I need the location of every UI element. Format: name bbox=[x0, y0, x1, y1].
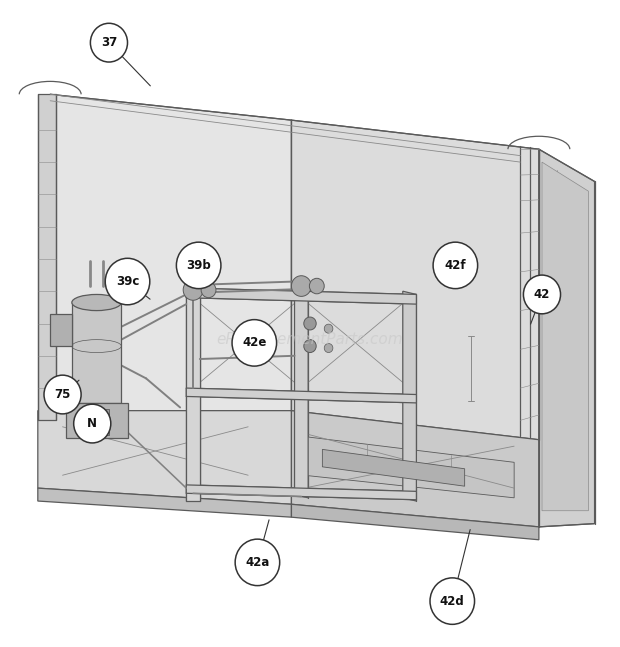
Text: 42e: 42e bbox=[242, 336, 267, 349]
Circle shape bbox=[433, 242, 477, 289]
Circle shape bbox=[201, 282, 216, 298]
Text: 37: 37 bbox=[101, 36, 117, 49]
Circle shape bbox=[232, 320, 277, 366]
Polygon shape bbox=[186, 485, 417, 499]
Circle shape bbox=[523, 275, 560, 314]
Polygon shape bbox=[66, 402, 128, 438]
Ellipse shape bbox=[72, 395, 122, 411]
Circle shape bbox=[183, 280, 203, 300]
Polygon shape bbox=[322, 450, 464, 486]
Polygon shape bbox=[186, 288, 417, 304]
Polygon shape bbox=[304, 437, 514, 498]
Polygon shape bbox=[84, 409, 109, 435]
Text: 42: 42 bbox=[534, 288, 550, 301]
Polygon shape bbox=[38, 411, 291, 504]
Polygon shape bbox=[403, 291, 417, 501]
Polygon shape bbox=[539, 149, 595, 527]
Circle shape bbox=[44, 375, 81, 414]
Polygon shape bbox=[50, 94, 291, 411]
Circle shape bbox=[105, 258, 150, 305]
Polygon shape bbox=[291, 120, 539, 440]
Circle shape bbox=[430, 578, 474, 624]
Circle shape bbox=[91, 23, 128, 62]
Text: 42d: 42d bbox=[440, 595, 464, 608]
Polygon shape bbox=[186, 388, 417, 403]
Polygon shape bbox=[291, 504, 539, 540]
Circle shape bbox=[324, 344, 333, 353]
Polygon shape bbox=[294, 285, 308, 498]
Text: 75: 75 bbox=[55, 388, 71, 401]
Polygon shape bbox=[38, 94, 56, 421]
Text: 39c: 39c bbox=[116, 275, 140, 288]
Circle shape bbox=[74, 404, 111, 443]
Circle shape bbox=[235, 539, 280, 586]
Text: N: N bbox=[87, 417, 97, 430]
Polygon shape bbox=[38, 488, 291, 517]
Circle shape bbox=[309, 278, 324, 294]
Circle shape bbox=[304, 317, 316, 330]
Text: 42a: 42a bbox=[246, 556, 270, 569]
Polygon shape bbox=[291, 411, 539, 527]
Polygon shape bbox=[542, 162, 588, 510]
Circle shape bbox=[304, 340, 316, 353]
Polygon shape bbox=[50, 314, 72, 346]
Polygon shape bbox=[186, 288, 200, 501]
Text: 39b: 39b bbox=[186, 259, 211, 272]
Circle shape bbox=[291, 276, 311, 296]
Circle shape bbox=[324, 324, 333, 333]
Text: 42f: 42f bbox=[445, 259, 466, 272]
Text: eReplacementParts.com: eReplacementParts.com bbox=[216, 332, 404, 347]
Ellipse shape bbox=[72, 294, 122, 311]
Polygon shape bbox=[72, 303, 122, 402]
Circle shape bbox=[176, 242, 221, 289]
